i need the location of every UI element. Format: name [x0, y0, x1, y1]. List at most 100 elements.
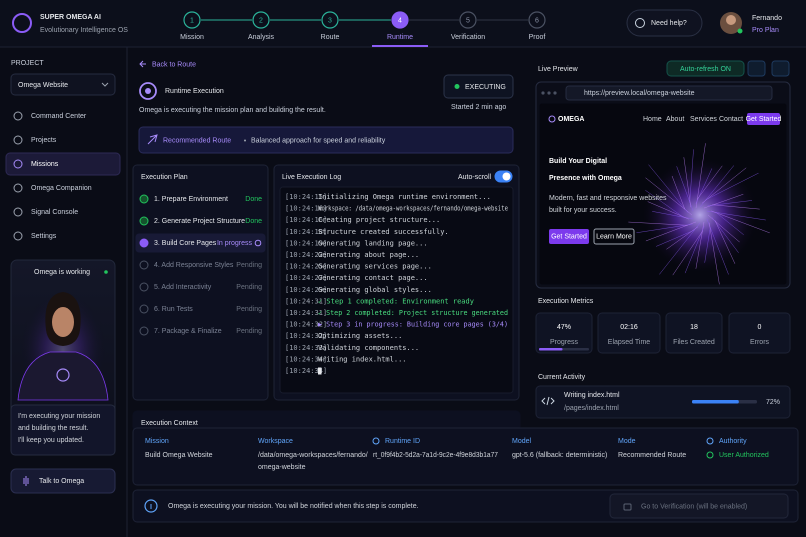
- plan-item: 7. Package & Finalize: [154, 328, 222, 335]
- context-value: rt_0f9f4b2-5d2a-7a1d-9c2e-4f9e8d3b1a77: [373, 452, 498, 459]
- project-select[interactable]: [10, 73, 116, 96]
- plan-status: Pending: [236, 328, 262, 335]
- page-subtitle: Omega is executing the mission plan and …: [139, 107, 326, 114]
- logo: [12, 13, 32, 33]
- site-text: built for your success.: [549, 207, 617, 214]
- nav-icon: [13, 111, 23, 121]
- nav-item: Missions: [31, 161, 59, 168]
- working-message: and building the result.: [18, 425, 88, 432]
- site-nav: Home: [643, 116, 662, 123]
- context-header: Model: [512, 438, 532, 445]
- site-cta[interactable]: [747, 113, 780, 125]
- plan-status: Pending: [236, 284, 262, 291]
- hero-swirl: [628, 221, 688, 226]
- step-label: Runtime: [387, 34, 413, 41]
- message-box: [10, 404, 116, 456]
- step-circle[interactable]: [321, 11, 339, 29]
- log-console: [279, 186, 514, 394]
- context-value: gpt-5.6 (fallback: deterministic): [512, 452, 607, 459]
- hero-swirl: [645, 190, 685, 218]
- nav-icon: [13, 135, 23, 145]
- metric-card: [665, 312, 723, 354]
- site-secondary-button[interactable]: [593, 228, 635, 245]
- log-time: [10:24:22]: [285, 251, 327, 259]
- help-label: Need help?: [651, 20, 687, 27]
- hero-swirl: [671, 175, 686, 210]
- plan-status: Done: [245, 196, 262, 203]
- talk-label: Talk to Omega: [39, 478, 84, 485]
- activity-file: Writing index.html: [564, 392, 620, 399]
- plan-icon: [139, 282, 149, 292]
- hero-swirl: [636, 223, 693, 234]
- activity-path: /pages/index.html: [564, 405, 619, 412]
- activity-percent: 72%: [766, 399, 780, 406]
- hero-swirl: [708, 222, 720, 285]
- hero-swirl: [712, 204, 760, 210]
- select-caret: [101, 82, 109, 87]
- back-arrow: [139, 60, 146, 68]
- site-nav: About: [666, 116, 684, 123]
- activity-card: [535, 385, 791, 419]
- step-circle[interactable]: [252, 11, 270, 29]
- hero-swirl: [714, 220, 736, 264]
- started-label: Started 2 min ago: [451, 104, 506, 111]
- help-icon: [635, 18, 645, 28]
- activity-fill: [692, 400, 739, 404]
- working-title: Omega is working: [34, 269, 90, 276]
- log-text: Creating project structure...: [318, 216, 440, 224]
- hero-swirl: [711, 210, 770, 234]
- context-header: Mission: [145, 438, 169, 445]
- nav-item: Command Center: [31, 113, 87, 120]
- nav-item: Omega Companion: [31, 185, 92, 192]
- context-panel: [132, 427, 799, 486]
- log-time: [10:24:34]: [285, 367, 327, 375]
- autorefresh-badge: [666, 60, 745, 77]
- step-circle[interactable]: [528, 11, 546, 29]
- working-dot: [104, 270, 108, 274]
- progress-spinner: [254, 239, 262, 247]
- progress-fill: [539, 348, 563, 351]
- verify-button[interactable]: [609, 493, 789, 519]
- window-dot: [553, 91, 557, 95]
- context-header: Authority: [719, 438, 747, 445]
- step-label: Analysis: [248, 34, 275, 41]
- log-text: ✓ Step 1 completed: Environment ready: [318, 297, 474, 305]
- log-text: Generating landing page...: [318, 239, 428, 247]
- log-text: Workspace: /data/omega-workspaces/fernan…: [318, 205, 508, 213]
- site-nav: Services: [690, 116, 717, 123]
- help-button[interactable]: [626, 9, 703, 37]
- context-header: Mode: [618, 438, 636, 445]
- metric-value: 18: [690, 324, 698, 331]
- context-header: Runtime ID: [385, 438, 420, 445]
- site-primary-button[interactable]: [549, 229, 589, 244]
- plan-icon: [139, 238, 149, 248]
- step-number: 4: [398, 17, 402, 24]
- autorefresh-label: Auto-refresh ON: [680, 66, 731, 73]
- context-icon: [372, 437, 380, 445]
- log-time: [10:24:29]: [285, 286, 327, 294]
- talk-button[interactable]: [10, 468, 116, 494]
- expand-button[interactable]: [771, 60, 790, 77]
- window-dot: [547, 91, 551, 95]
- avatar-face: [52, 307, 74, 337]
- log-time: [10:24:19]: [285, 239, 327, 247]
- title-icon: [139, 82, 157, 100]
- plan-active-bg: [135, 233, 266, 253]
- plan-item: 1. Prepare Environment: [154, 196, 228, 203]
- talk-icon: [23, 476, 29, 486]
- step-circle[interactable]: [183, 11, 201, 29]
- log-time: [10:24:16]: [285, 205, 327, 213]
- step-circle[interactable]: [459, 11, 477, 29]
- site-cta-label: Get Started: [746, 116, 782, 123]
- metric-card: [597, 312, 661, 354]
- back-link[interactable]: Back to Route: [152, 61, 196, 68]
- step-number: 5: [466, 17, 470, 24]
- url-bar: [565, 85, 773, 101]
- metric-value: 02:16: [620, 324, 638, 331]
- hero-swirl: [707, 214, 740, 243]
- refresh-button[interactable]: [747, 60, 766, 77]
- plan-status: Done: [245, 218, 262, 225]
- step-circle[interactable]: [391, 11, 409, 29]
- user-name: Fernando: [752, 15, 782, 22]
- metric-label: Errors: [750, 339, 770, 346]
